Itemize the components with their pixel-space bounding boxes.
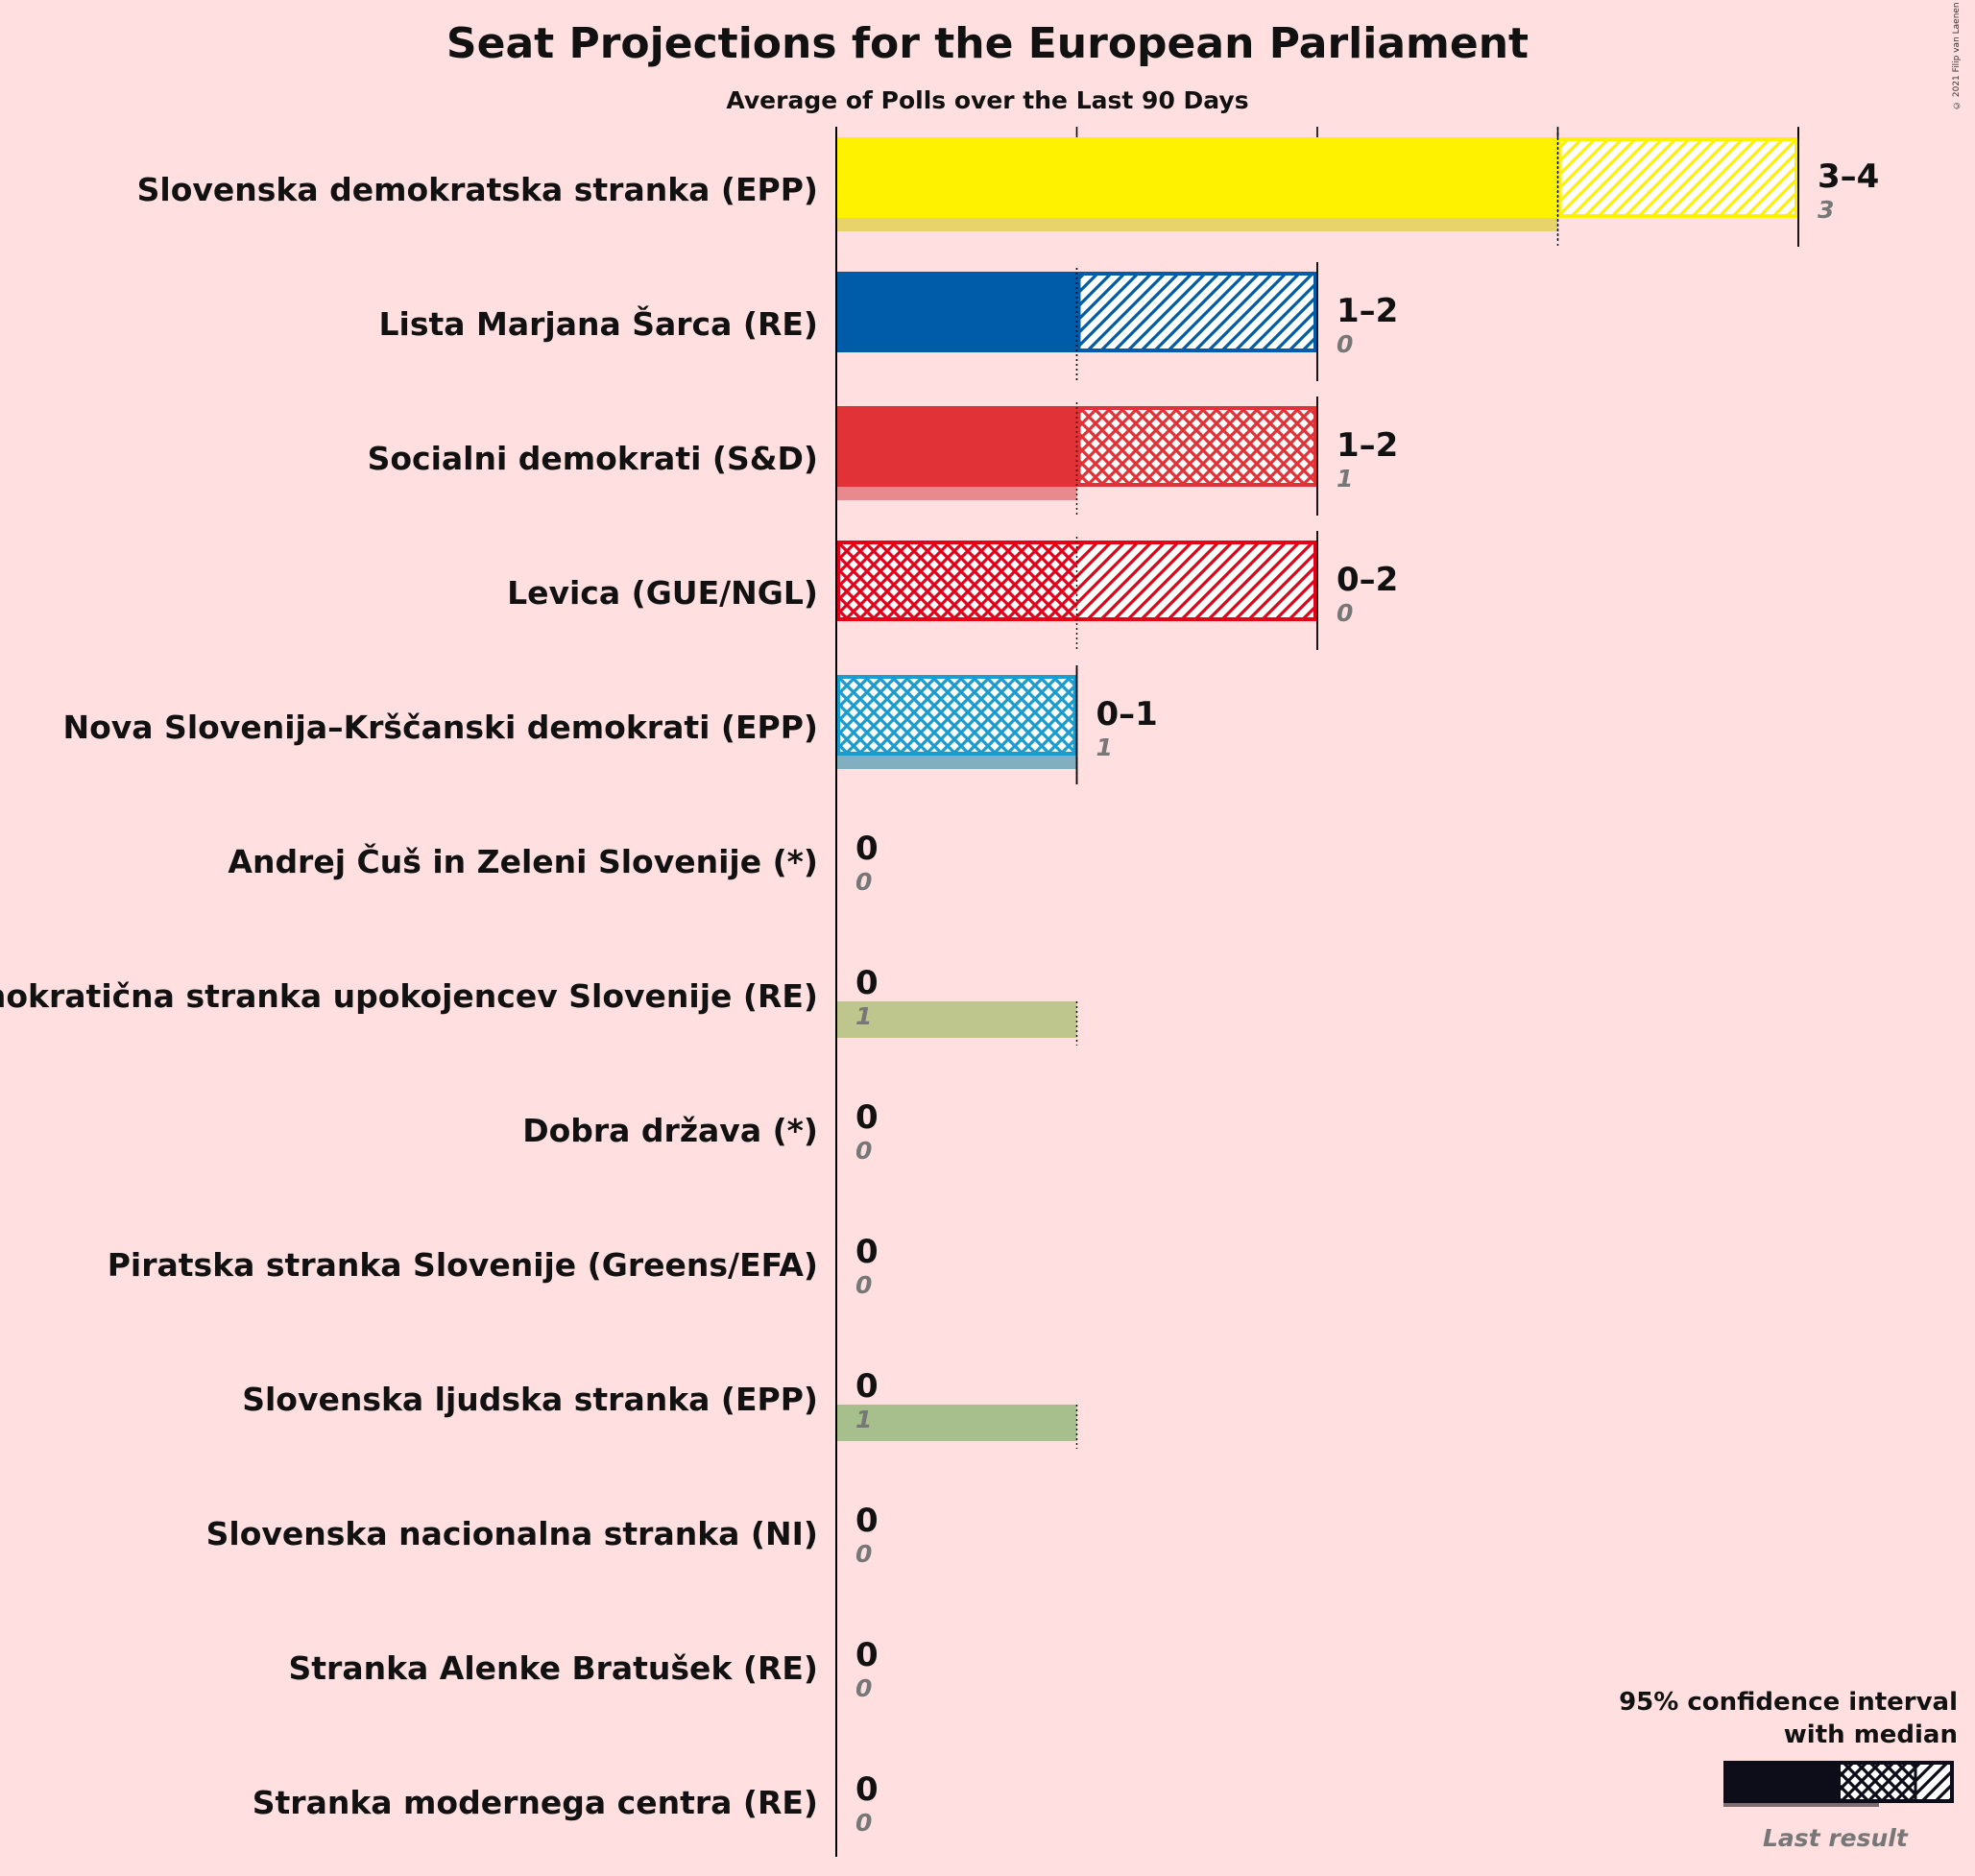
party-name-label: Slovenska nacionalna stranka (NI) <box>206 1515 818 1552</box>
seat-range-label: 0–2 <box>1337 561 1398 599</box>
seat-range-label: 3–4 <box>1818 157 1879 196</box>
last-result-value-label: 1 <box>1096 734 1113 761</box>
last-result-value-label: 0 <box>1337 599 1353 627</box>
seat-range-label: 0 <box>855 1367 879 1406</box>
party-name-label: Socialni demokrati (S&D) <box>368 440 818 477</box>
ci-outline <box>1076 272 1317 352</box>
ci-pattern-bar <box>1557 137 1798 218</box>
ci-pattern-bar <box>1076 272 1317 352</box>
last-result-value-label: 1 <box>1337 465 1353 493</box>
ci-pattern-bar <box>836 541 1077 621</box>
legend-group <box>1723 1761 1954 1807</box>
ci-pattern-bar <box>1076 541 1317 621</box>
legend-cross-swatch <box>1839 1761 1915 1803</box>
party-name-label: Stranka modernega centra (RE) <box>253 1784 818 1821</box>
seat-range-label: 0 <box>855 830 879 868</box>
last-result-value-label: 0 <box>855 1137 872 1165</box>
last-result-value-label: 0 <box>855 1271 872 1299</box>
legend-last-result-label: Last result <box>1763 1824 1908 1852</box>
last-result-value-label: 0 <box>855 868 872 896</box>
ci-outline <box>836 675 1077 756</box>
ci-pattern-bar <box>836 675 1077 756</box>
seat-range-label: 0 <box>855 964 879 1002</box>
party-name-label: Piratska stranka Slovenije (Greens/EFA) <box>108 1246 818 1284</box>
last-result-value-label: 0 <box>855 1674 872 1702</box>
legend-hatch-swatch <box>1915 1761 1954 1803</box>
ci-outline <box>1076 406 1317 487</box>
legend-solid-swatch <box>1723 1761 1839 1803</box>
party-name-label: Dobra država (*) <box>522 1112 818 1149</box>
seat-range-label: 1–2 <box>1337 292 1398 330</box>
ci-solid-bar <box>836 272 1077 352</box>
last-result-value-label: 3 <box>1818 196 1834 224</box>
seat-range-label: 0 <box>855 1233 879 1271</box>
last-result-value-label: 0 <box>855 1540 872 1568</box>
labels-group: Slovenska demokratska stranka (EPP) 3–43 L… <box>0 157 1879 1837</box>
chart-title: Seat Projections for the European Parlia… <box>446 19 1529 68</box>
last-result-value-label: 1 <box>855 1406 872 1433</box>
seat-range-label: 0 <box>855 1770 879 1809</box>
ci-outline <box>1557 137 1798 218</box>
party-name-label: Slovenska ljudska stranka (EPP) <box>242 1381 818 1418</box>
party-name-label: Nova Slovenija–Krščanski demokrati (EPP) <box>63 709 819 746</box>
party-name-label: Lista Marjana Šarca (RE) <box>379 304 818 343</box>
seat-range-label: 1–2 <box>1337 426 1398 465</box>
legend-title-line2: with median <box>1783 1720 1958 1749</box>
ci-pattern-bar <box>1076 406 1317 487</box>
party-name-label: Stranka Alenke Bratušek (RE) <box>289 1649 818 1687</box>
seat-range-label: 0–1 <box>1096 695 1158 734</box>
party-name-label: Andrej Čuš in Zeleni Slovenije (*) <box>228 842 818 880</box>
ci-solid-bar <box>836 406 1077 487</box>
ci-solid-bar <box>836 137 1558 218</box>
last-result-value-label: 0 <box>855 1809 872 1837</box>
party-name-label: Slovenska demokratska stranka (EPP) <box>137 171 818 208</box>
seat-range-label: 0 <box>855 1636 879 1674</box>
party-name-label: Levica (GUE/NGL) <box>507 574 818 612</box>
seat-range-label: 0 <box>855 1098 879 1137</box>
chart-subtitle: Average of Polls over the Last 90 Days <box>726 86 1249 114</box>
party-name-label: Demokratična stranka upokojencev Sloveni… <box>0 977 818 1015</box>
last-result-value-label: 0 <box>1337 330 1353 358</box>
last-result-bar <box>836 1405 1077 1441</box>
legend-title-line1: 95% confidence interval <box>1619 1688 1958 1717</box>
last-result-value-label: 1 <box>855 1002 872 1030</box>
seat-range-label: 0 <box>855 1502 879 1540</box>
last-result-bar <box>836 1001 1077 1038</box>
legend-outline <box>1837 1761 1954 1803</box>
bars-group <box>836 128 1799 1449</box>
